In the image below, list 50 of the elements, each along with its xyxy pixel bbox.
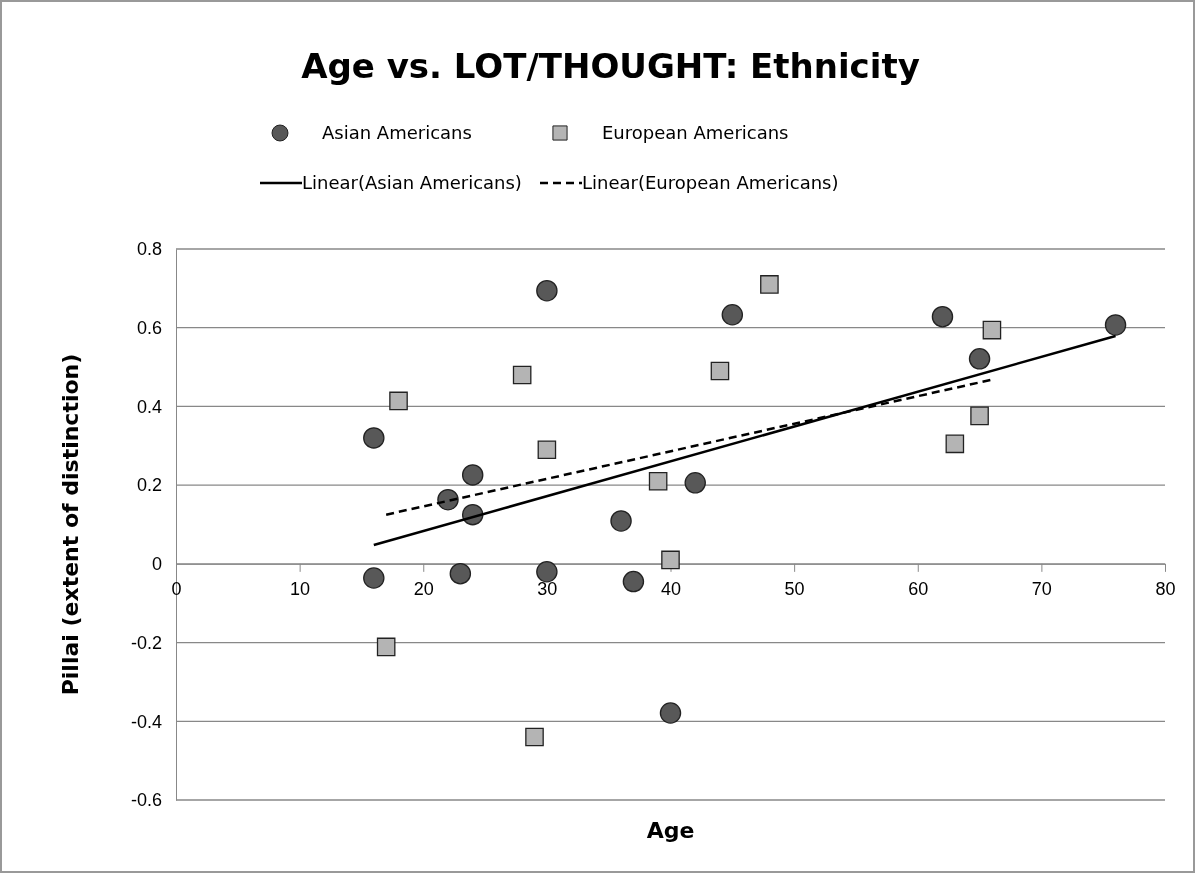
legend-label: Linear(European Americans) [582, 172, 839, 193]
x-tick-label: 0 [171, 578, 182, 599]
y-tick-label: 0.2 [136, 475, 162, 496]
point [684, 472, 706, 494]
x-tick-label: 50 [784, 578, 805, 599]
chart-title: Age vs. LOT/THOUGHT: Ethnicity [301, 46, 920, 86]
point [376, 637, 396, 657]
legend-label: European Americans [602, 122, 789, 143]
point [760, 275, 779, 294]
point [363, 567, 385, 589]
x-axis-title: Age [646, 818, 695, 843]
point [622, 570, 645, 593]
y-tick-label: 0.6 [136, 317, 162, 338]
point [710, 361, 730, 381]
point [536, 280, 558, 302]
y-axis-title: Pillai (extent of distinction) [58, 353, 83, 696]
point [982, 320, 1002, 340]
point [537, 440, 557, 460]
point [525, 727, 544, 747]
point [968, 348, 991, 370]
legend-label: Asian Americans [322, 122, 472, 143]
point [449, 562, 472, 585]
point [610, 510, 632, 532]
point [661, 550, 680, 570]
x-tick-label: 40 [660, 578, 682, 599]
point [512, 365, 532, 385]
y-tick-label: 0.4 [136, 396, 162, 417]
point [970, 406, 989, 426]
x-tick-label: 30 [537, 578, 558, 599]
y-tick-label: 0 [151, 554, 162, 575]
point [648, 471, 668, 491]
point [536, 561, 558, 583]
point [659, 702, 682, 724]
point [389, 391, 408, 411]
y-tick-label: -0.6 [130, 790, 162, 811]
legend-label: Linear(Asian Americans) [302, 172, 522, 193]
point [945, 434, 965, 454]
point [931, 305, 954, 328]
y-tick-label: -0.4 [130, 711, 162, 732]
point [363, 427, 385, 449]
y-tick-label: 0.8 [136, 239, 162, 260]
point [1104, 314, 1127, 336]
y-tick-label: -0.2 [130, 632, 162, 653]
x-tick-label: 20 [413, 578, 434, 599]
point [461, 464, 484, 486]
x-tick-label: 60 [908, 578, 929, 599]
x-tick-label: 80 [1155, 578, 1176, 599]
x-tick-label: 70 [1031, 578, 1052, 599]
x-tick-label: 10 [290, 578, 311, 599]
point [721, 304, 744, 326]
